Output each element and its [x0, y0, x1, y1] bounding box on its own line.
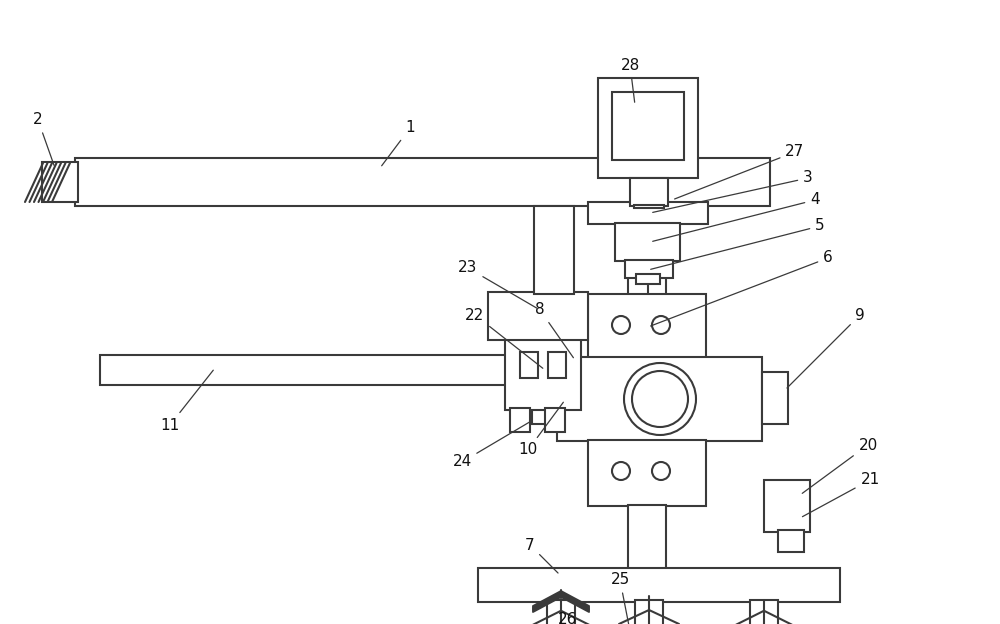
Bar: [548, 352, 566, 378]
Bar: [625, 260, 673, 278]
Bar: [764, 480, 810, 532]
Text: 1: 1: [382, 120, 415, 166]
Bar: [762, 372, 788, 424]
Text: 26: 26: [558, 613, 616, 624]
Bar: [750, 600, 778, 624]
Text: 4: 4: [653, 192, 820, 241]
Bar: [532, 372, 558, 424]
Bar: [628, 206, 666, 314]
Bar: [505, 332, 581, 410]
Text: 11: 11: [160, 370, 213, 432]
Text: 22: 22: [465, 308, 543, 368]
Bar: [588, 202, 708, 224]
Circle shape: [612, 316, 630, 334]
Bar: [100, 355, 560, 385]
Bar: [628, 505, 666, 570]
Ellipse shape: [632, 371, 688, 427]
Bar: [588, 294, 706, 360]
Text: 10: 10: [518, 402, 563, 457]
Circle shape: [612, 462, 630, 480]
Bar: [516, 380, 534, 408]
Ellipse shape: [624, 363, 696, 435]
Circle shape: [652, 462, 670, 480]
Text: 9: 9: [787, 308, 865, 388]
Text: 20: 20: [802, 437, 878, 494]
Bar: [635, 600, 663, 624]
Text: 28: 28: [620, 57, 640, 102]
Bar: [42, 162, 78, 202]
Bar: [598, 78, 698, 178]
Circle shape: [652, 316, 670, 334]
Text: 5: 5: [651, 218, 825, 270]
Text: 21: 21: [802, 472, 880, 517]
Bar: [510, 408, 530, 432]
Bar: [488, 292, 588, 340]
Text: 7: 7: [525, 537, 558, 573]
Bar: [612, 92, 684, 160]
Text: 8: 8: [535, 303, 573, 358]
Bar: [75, 158, 770, 206]
Bar: [520, 352, 538, 378]
Bar: [534, 206, 574, 294]
Bar: [557, 357, 762, 441]
Bar: [478, 568, 840, 602]
Bar: [634, 205, 664, 208]
Bar: [588, 440, 706, 506]
Text: 6: 6: [651, 250, 833, 326]
Text: 3: 3: [653, 170, 813, 212]
Bar: [547, 600, 575, 624]
Text: 25: 25: [610, 572, 648, 624]
Bar: [778, 530, 804, 552]
Text: 27: 27: [675, 145, 805, 199]
Text: 2: 2: [33, 112, 54, 165]
Text: 23: 23: [458, 260, 538, 309]
Bar: [630, 178, 668, 206]
Bar: [636, 274, 660, 284]
Text: 24: 24: [452, 421, 531, 469]
Bar: [545, 408, 565, 432]
Bar: [615, 223, 680, 261]
